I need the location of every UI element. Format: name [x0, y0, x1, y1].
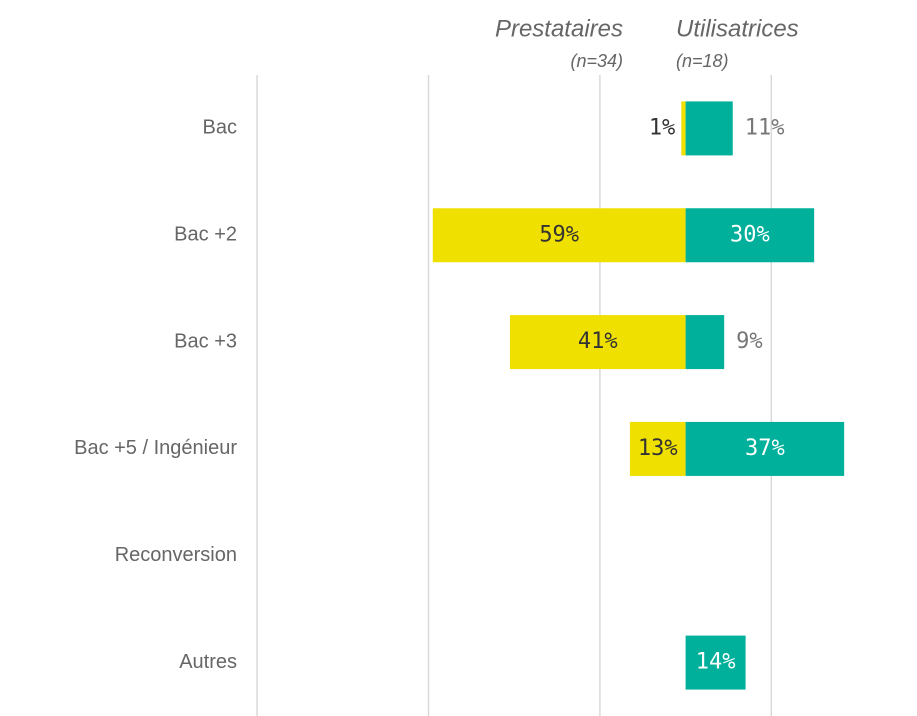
value-label: 11%: [745, 115, 785, 140]
bar: [685, 315, 725, 370]
series-subheader: (n=18): [676, 51, 729, 71]
bar: [685, 635, 746, 690]
bar: [432, 208, 686, 263]
value-label: 41%: [578, 329, 618, 354]
category-label: Reconversion: [115, 544, 237, 566]
category-label: Bac +2: [174, 224, 237, 246]
category-label: Bac +5 / Ingénieur: [74, 437, 237, 459]
bar: [629, 421, 686, 476]
value-label: 30%: [730, 222, 770, 247]
value-label: 59%: [539, 222, 579, 247]
value-label: 14%: [696, 650, 736, 675]
series-header: Prestataires: [495, 15, 623, 42]
bar: [509, 315, 686, 370]
bar: [685, 101, 733, 156]
bar: [685, 421, 845, 476]
category-label: Bac +3: [174, 330, 237, 352]
value-label: 13%: [638, 436, 678, 461]
value-label: 37%: [745, 436, 785, 461]
category-label: Autres: [179, 651, 237, 673]
series-header: Utilisatrices: [676, 15, 799, 42]
value-label: 1%: [649, 115, 676, 140]
value-label: 9%: [736, 329, 763, 354]
bar: [685, 208, 815, 263]
series-subheader: (n=34): [570, 51, 623, 71]
bar: [681, 101, 686, 156]
category-label: Bac: [203, 117, 237, 139]
